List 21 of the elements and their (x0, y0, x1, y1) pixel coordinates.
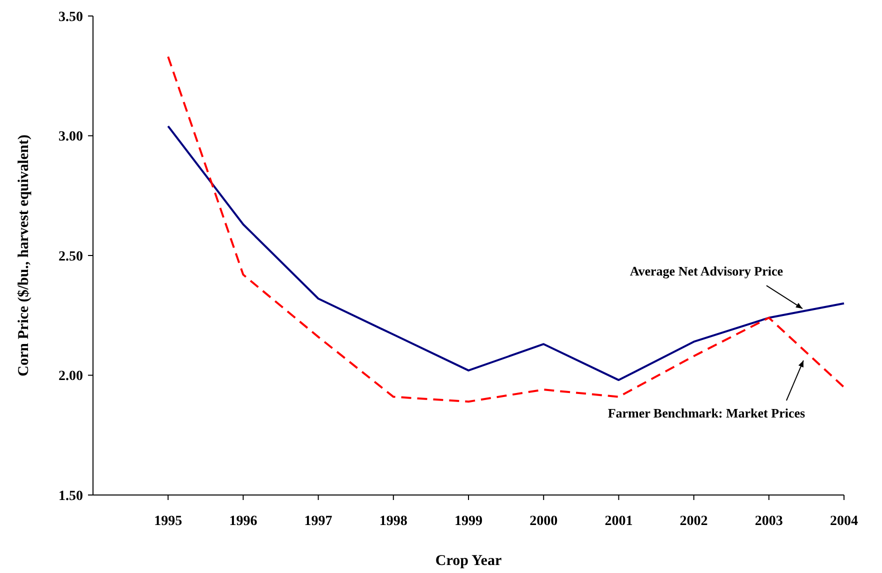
x-tick-label: 1996 (229, 514, 258, 529)
x-tick-label: 2004 (830, 514, 858, 529)
y-tick-label: 2.50 (58, 249, 83, 264)
x-axis-title: Crop Year (435, 553, 502, 569)
y-tick-label: 3.50 (58, 10, 83, 25)
y-tick-label: 2.00 (58, 369, 83, 384)
x-tick-label: 1998 (379, 514, 408, 529)
x-tick-label: 1997 (304, 514, 332, 529)
y-tick-label: 3.00 (58, 130, 83, 145)
x-tick-label: 1999 (454, 514, 482, 529)
line-series (167, 125, 845, 382)
line-series (167, 56, 845, 403)
text: Average Net Advisory Price (630, 264, 784, 279)
x-tick-label: 1995 (154, 514, 182, 529)
x-tick-label: 2001 (604, 514, 633, 529)
x-tick-label: 2003 (754, 514, 783, 529)
x-tick-label: 2002 (680, 514, 708, 529)
series-label: Farmer Benchmark: Market Prices (608, 405, 806, 420)
x-tick-label: 2000 (530, 514, 558, 529)
y-tick-label: 1.50 (58, 488, 83, 504)
y-axis-title: Corn Price ($/bu., harvest equivalent) (16, 134, 32, 376)
